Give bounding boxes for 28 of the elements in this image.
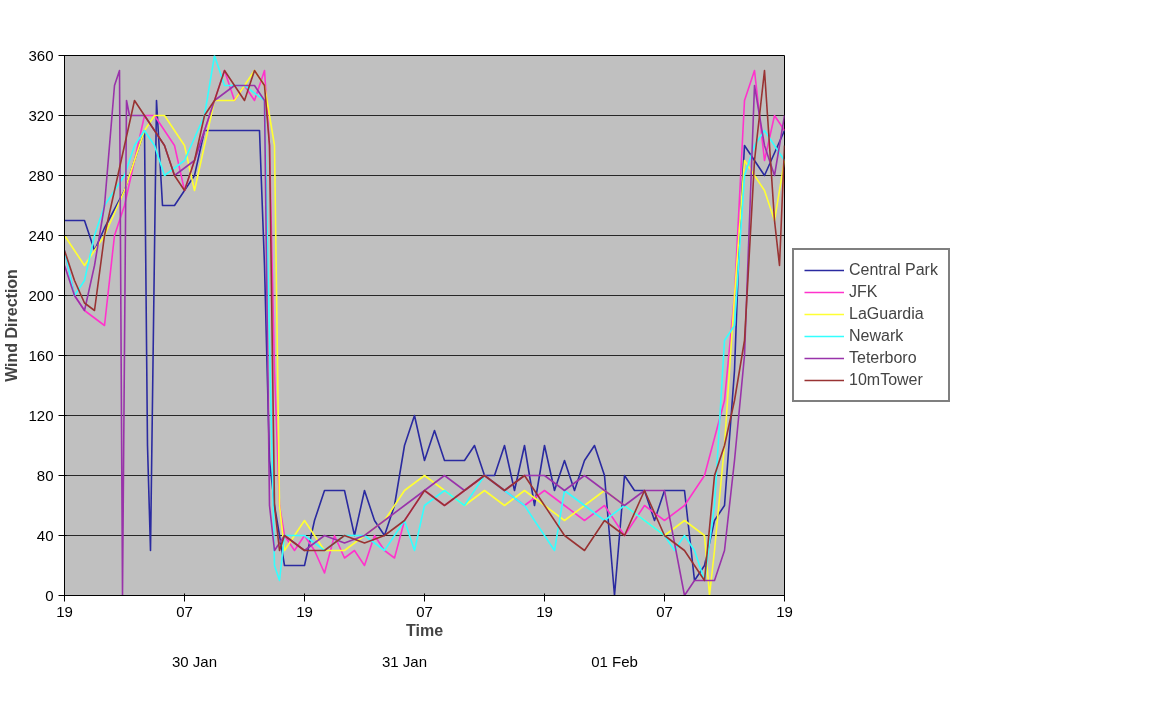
y-tick-label: 280 [28, 166, 54, 184]
legend-label: LaGuardia [849, 305, 924, 323]
y-tick-label: 0 [45, 586, 54, 604]
legend-label: Teterboro [849, 349, 917, 367]
y-tick-label: 200 [28, 286, 54, 304]
x2-tick-label: 01 Feb [591, 652, 638, 670]
y-axis-title: Wind Direction [3, 269, 21, 382]
y-tick-label: 320 [28, 106, 54, 124]
x2-tick-label: 30 Jan [171, 652, 218, 670]
x2-tick-label: 31 Jan [381, 652, 428, 670]
y-tick-label: 160 [28, 346, 54, 364]
legend-label: Newark [849, 327, 904, 345]
x-axis-title: Time [405, 621, 444, 639]
x-tick-label: 19 [56, 602, 73, 620]
x-tick-label: 07 [176, 602, 193, 620]
x-tick-label: 07 [416, 602, 433, 620]
y-tick-label: 240 [28, 226, 54, 244]
legend-label: 10mTower [849, 371, 923, 389]
y-tick-label: 40 [36, 526, 54, 544]
legend-label: Central Park [849, 261, 938, 279]
legend-label: JFK [849, 283, 878, 301]
y-tick-label: 120 [28, 406, 54, 424]
x-tick-label: 19 [536, 602, 553, 620]
y-tick-label: 80 [36, 466, 54, 484]
x-tick-label: 07 [656, 602, 673, 620]
x-tick-label: 19 [296, 602, 313, 620]
y-tick-label: 360 [28, 46, 54, 64]
x-tick-label: 19 [776, 602, 793, 620]
